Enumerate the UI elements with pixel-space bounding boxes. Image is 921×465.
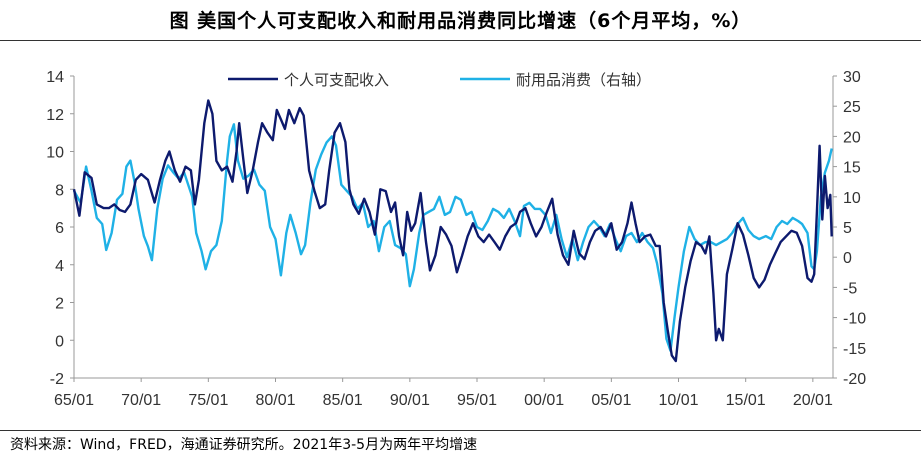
chart-title: 图 美国个人可支配收入和耐用品消费同比增速（6个月平均，%） [169,9,752,32]
left-tick-label: 14 [46,69,64,86]
right-tick-label: 0 [843,250,852,267]
x-tick-label: 70/01 [121,392,161,409]
left-axis-tick-labels: -2 0 2 4 6 8 10 12 14 [46,69,64,388]
x-tick-label: 80/01 [255,392,295,409]
legend-label-income: 个人可支配收入 [284,71,389,89]
right-tick-label: -15 [843,341,866,358]
left-tick-label: 10 [46,145,64,162]
x-axis-tick-labels: 65/01 70/01 75/01 80/01 85/01 90/01 95/01 00/01… [54,392,833,409]
x-tick-label: 00/01 [524,392,564,409]
x-tick-label: 85/01 [323,392,363,409]
right-tick-label: 20 [843,129,861,146]
left-tick-label: -2 [50,371,64,388]
x-tick-label: 95/01 [457,392,497,409]
x-tick-label: 90/01 [390,392,430,409]
right-axis-tick-labels: -20 -15 -10 -5 0 5 10 15 20 25 30 [843,69,866,388]
right-tick-label: -5 [843,280,857,297]
left-tick-label: 2 [55,296,64,313]
series-line-durables [72,123,833,352]
right-tick-label: -20 [843,371,866,388]
right-tick-label: 5 [843,220,852,237]
chart-axes [70,75,837,382]
right-tick-label: 10 [843,190,861,207]
left-tick-label: 0 [55,333,64,350]
x-tick-label: 15/01 [726,392,766,409]
x-tick-label: 10/01 [658,392,698,409]
footer-divider [0,430,921,431]
x-tick-label: 65/01 [54,392,94,409]
title-divider [0,40,921,41]
left-tick-label: 12 [46,107,64,124]
source-note: 资料来源：Wind，FRED，海通证券研究所。2021年3-5月为两年平均增速 [10,437,478,453]
series-line-income [72,99,833,363]
right-tick-label: -10 [843,311,866,328]
right-tick-label: 15 [843,160,861,177]
right-tick-label: 25 [843,99,861,116]
left-tick-label: 4 [55,258,64,275]
left-tick-label: 6 [55,220,64,237]
chart-legend: 个人可支配收入 耐用品消费（右轴） [228,71,651,89]
legend-label-durables: 耐用品消费（右轴） [516,71,651,89]
right-tick-label: 30 [843,69,861,86]
x-tick-label: 75/01 [188,392,228,409]
chart-series-lines [72,99,833,363]
x-tick-label: 05/01 [591,392,631,409]
x-tick-label: 20/01 [793,392,833,409]
left-tick-label: 8 [55,182,64,199]
